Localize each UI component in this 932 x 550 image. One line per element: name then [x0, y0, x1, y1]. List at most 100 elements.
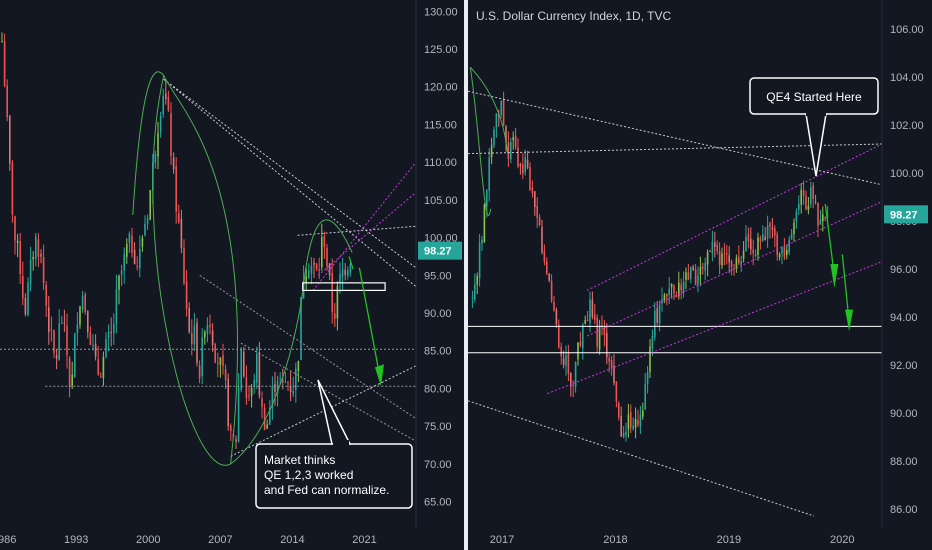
- y-tick-label: 105.00: [424, 195, 458, 207]
- candle: [764, 236, 766, 241]
- candle: [807, 205, 810, 210]
- candle: [53, 329, 55, 354]
- candle: [29, 260, 32, 285]
- y-tick-label: 92.00: [890, 360, 918, 372]
- y-tick-label: 115.00: [424, 119, 457, 131]
- candle: [217, 362, 219, 364]
- candle: [136, 266, 138, 268]
- candle: [613, 365, 615, 384]
- candle: [776, 234, 778, 255]
- candle: [721, 253, 723, 266]
- candle: [214, 344, 216, 363]
- candle: [673, 286, 675, 294]
- downtrend-line-low: [240, 342, 417, 442]
- left-price-axis: 130.00 125.00 120.00 115.00 110.00 105.00 100.…: [424, 6, 458, 508]
- right-annotation-text: QE4 Started Here: [766, 90, 862, 104]
- candle: [287, 382, 289, 384]
- candle: [9, 115, 11, 164]
- candle: [245, 377, 248, 399]
- candle: [14, 216, 16, 241]
- candle: [133, 249, 136, 265]
- candle: [738, 256, 740, 264]
- x-tick-label: 2019: [717, 534, 741, 546]
- candle: [146, 218, 149, 224]
- candle: [323, 236, 326, 248]
- candle: [524, 157, 526, 173]
- candle: [144, 223, 146, 236]
- candle: [11, 162, 14, 215]
- candle: [191, 333, 193, 344]
- candle: [514, 135, 517, 148]
- candle: [92, 345, 94, 347]
- y-tick-label: 94.00: [890, 312, 918, 324]
- candle: [16, 240, 19, 243]
- candle: [123, 253, 125, 271]
- x-tick-label: 2021: [352, 534, 376, 546]
- candle: [826, 215, 829, 217]
- candle: [63, 322, 66, 324]
- candle: [300, 297, 302, 360]
- candle: [55, 355, 58, 359]
- y-tick-label: 70.00: [424, 459, 452, 471]
- candle: [802, 190, 805, 196]
- candle: [284, 381, 287, 383]
- candle: [812, 185, 814, 200]
- candle: [675, 296, 678, 298]
- cycle-arc-outer: [163, 75, 238, 464]
- candle: [115, 289, 118, 324]
- candle: [237, 387, 240, 442]
- candle: [478, 242, 481, 279]
- candle: [706, 252, 709, 265]
- x-tick-label: 2018: [603, 534, 627, 546]
- last-price-value: 98.27: [424, 246, 452, 258]
- candle: [572, 384, 574, 386]
- candle: [745, 236, 747, 252]
- callout-joint: [333, 440, 349, 446]
- left-annotation-text: Market thinks QE 1,2,3 worked and Fed can …: [264, 453, 389, 497]
- candle: [754, 254, 757, 256]
- candle: [824, 217, 826, 219]
- candle: [634, 418, 637, 428]
- candle: [793, 222, 795, 235]
- candle: [198, 365, 201, 379]
- candle: [505, 126, 507, 143]
- candle: [661, 299, 663, 304]
- candle: [668, 288, 670, 295]
- candle: [726, 253, 728, 255]
- downtrend-line-upper: [163, 78, 417, 269]
- downtrend-line-lower: [163, 78, 417, 288]
- projection-arrow-head-1: [830, 264, 839, 288]
- candle: [313, 262, 315, 265]
- right-time-axis: 2017 2018 2019 2020: [490, 534, 855, 546]
- chart-title: U.S. Dollar Currency Index, 1D, TVC: [476, 9, 672, 23]
- candle: [654, 310, 656, 338]
- candle: [814, 201, 817, 203]
- candle: [297, 360, 300, 371]
- candle: [742, 250, 745, 259]
- candle: [113, 323, 115, 334]
- projection-arrow-head-2: [845, 309, 854, 332]
- candle: [256, 353, 258, 383]
- candle: [747, 234, 750, 242]
- cycle-arc-inner: [152, 75, 231, 466]
- candle: [334, 313, 336, 319]
- candle: [728, 255, 730, 263]
- candle: [227, 378, 229, 427]
- y-tick-label: 75.00: [424, 421, 452, 433]
- y-tick-label: 85.00: [424, 346, 452, 358]
- candle: [185, 281, 188, 309]
- candle: [714, 242, 716, 247]
- candle: [71, 374, 73, 386]
- candle: [61, 322, 63, 324]
- cycle-arc-recovery: [230, 275, 306, 465]
- candle: [822, 214, 824, 222]
- y-tick-label: 95.00: [424, 270, 452, 282]
- candle: [632, 425, 634, 430]
- candle: [328, 263, 331, 276]
- candle: [534, 191, 536, 208]
- candle: [589, 299, 591, 323]
- candle: [167, 96, 170, 111]
- candle: [263, 407, 266, 431]
- candle: [690, 267, 692, 279]
